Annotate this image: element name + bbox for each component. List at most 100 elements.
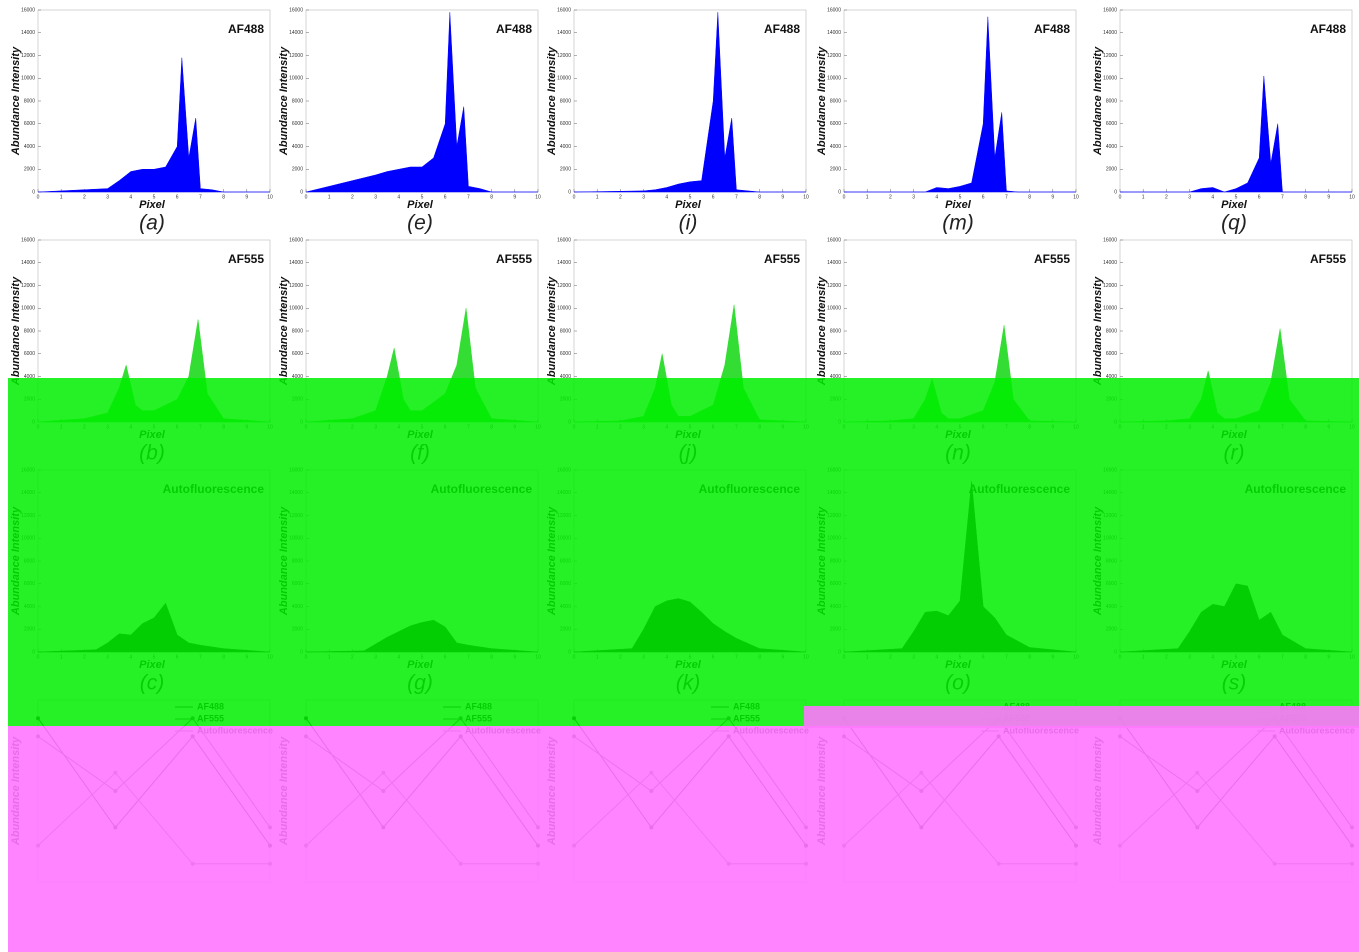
y-tick-label: 8000 (830, 98, 841, 104)
y-tick-label: 6000 (560, 351, 571, 357)
x-tick-label: 1 (60, 194, 63, 200)
x-tick-label: 4 (397, 194, 400, 200)
y-axis-label: Abundance Intensity (278, 46, 290, 156)
y-axis-label: Abundance Intensity (816, 276, 828, 386)
y-tick-label: 12000 (557, 283, 571, 289)
x-tick-label: 9 (513, 194, 516, 200)
y-tick-label: 6000 (830, 121, 841, 127)
x-tick-label: 9 (781, 194, 784, 200)
y-tick-label: 6000 (560, 121, 571, 127)
x-tick-label: 7 (1005, 194, 1008, 200)
y-tick-label: 4000 (1106, 144, 1117, 150)
y-tick-label: 12000 (21, 283, 35, 289)
y-tick-label: 10000 (21, 306, 35, 312)
y-axis-label: Abundance Intensity (278, 276, 290, 386)
x-tick-label: 9 (1051, 194, 1054, 200)
x-tick-label: 1 (866, 194, 869, 200)
x-tick-label: 6 (1258, 194, 1261, 200)
x-tick-label: 6 (982, 194, 985, 200)
y-tick-label: 16000 (289, 7, 303, 13)
magenta-overlay (804, 706, 1359, 728)
y-tick-label: 10000 (1103, 76, 1117, 82)
y-tick-label: 2000 (560, 167, 571, 173)
y-tick-label: 8000 (560, 98, 571, 104)
panel-title: AF555 (1034, 252, 1070, 266)
y-tick-label: 6000 (292, 121, 303, 127)
y-tick-label: 14000 (827, 30, 841, 36)
y-tick-label: 0 (838, 189, 841, 195)
y-tick-label: 14000 (21, 260, 35, 266)
panel-caption: (a) (139, 212, 165, 235)
y-tick-label: 2000 (292, 167, 303, 173)
x-axis-label: Pixel (945, 199, 972, 211)
x-tick-label: 9 (1327, 194, 1330, 200)
x-tick-label: 2 (889, 194, 892, 200)
y-tick-label: 14000 (557, 260, 571, 266)
y-tick-label: 6000 (292, 351, 303, 357)
y-tick-label: 8000 (1106, 328, 1117, 334)
y-tick-label: 16000 (289, 237, 303, 243)
x-axis-label: Pixel (407, 199, 434, 211)
y-tick-label: 6000 (24, 121, 35, 127)
panel-title: AF488 (496, 22, 532, 36)
x-tick-label: 8 (758, 194, 761, 200)
x-tick-label: 9 (245, 194, 248, 200)
y-tick-label: 0 (1114, 189, 1117, 195)
magenta-overlay (8, 726, 1359, 952)
x-tick-label: 10 (1073, 194, 1079, 200)
panel-title: AF555 (1310, 252, 1346, 266)
y-tick-label: 4000 (830, 144, 841, 150)
x-tick-label: 4 (935, 194, 938, 200)
y-tick-label: 14000 (289, 260, 303, 266)
x-tick-label: 10 (1349, 194, 1355, 200)
x-tick-label: 8 (1304, 194, 1307, 200)
y-tick-label: 8000 (560, 328, 571, 334)
x-tick-label: 8 (490, 194, 493, 200)
y-tick-label: 2000 (830, 167, 841, 173)
x-axis-label: Pixel (1221, 199, 1248, 211)
y-tick-label: 0 (568, 189, 571, 195)
y-tick-label: 6000 (1106, 121, 1117, 127)
y-tick-label: 14000 (827, 260, 841, 266)
plot-frame (306, 10, 538, 192)
y-tick-label: 4000 (292, 144, 303, 150)
y-tick-label: 0 (32, 189, 35, 195)
y-axis-label: Abundance Intensity (816, 46, 828, 156)
panel-caption: (q) (1221, 212, 1247, 235)
figure: 0200040006000800010000120001400016000012… (0, 0, 1359, 952)
x-tick-label: 10 (803, 194, 809, 200)
x-tick-label: 10 (535, 194, 541, 200)
y-tick-label: 8000 (292, 98, 303, 104)
x-tick-label: 7 (1281, 194, 1284, 200)
y-tick-label: 10000 (827, 306, 841, 312)
y-axis-label: Abundance Intensity (10, 46, 22, 156)
plot-frame (1120, 10, 1352, 192)
x-tick-label: 7 (735, 194, 738, 200)
panel-caption: (e) (407, 212, 433, 235)
x-tick-label: 0 (37, 194, 40, 200)
y-tick-label: 14000 (289, 30, 303, 36)
y-tick-label: 16000 (1103, 237, 1117, 243)
plot-frame (574, 10, 806, 192)
panel-title: AF488 (228, 22, 264, 36)
x-tick-label: 3 (912, 194, 915, 200)
y-tick-label: 12000 (289, 53, 303, 59)
x-tick-label: 4 (1211, 194, 1214, 200)
x-tick-label: 1 (1142, 194, 1145, 200)
y-axis-label: Abundance Intensity (1092, 46, 1104, 156)
y-tick-label: 12000 (827, 53, 841, 59)
x-tick-label: 7 (467, 194, 470, 200)
plot-frame (38, 10, 270, 192)
x-tick-label: 4 (665, 194, 668, 200)
y-tick-label: 14000 (1103, 30, 1117, 36)
y-tick-label: 12000 (289, 283, 303, 289)
y-tick-label: 10000 (827, 76, 841, 82)
y-tick-label: 4000 (24, 144, 35, 150)
y-tick-label: 2000 (1106, 167, 1117, 173)
x-tick-label: 2 (619, 194, 622, 200)
y-tick-label: 12000 (1103, 283, 1117, 289)
y-tick-label: 10000 (557, 76, 571, 82)
panel-title: AF488 (1034, 22, 1070, 36)
x-tick-label: 2 (1165, 194, 1168, 200)
x-tick-label: 8 (222, 194, 225, 200)
